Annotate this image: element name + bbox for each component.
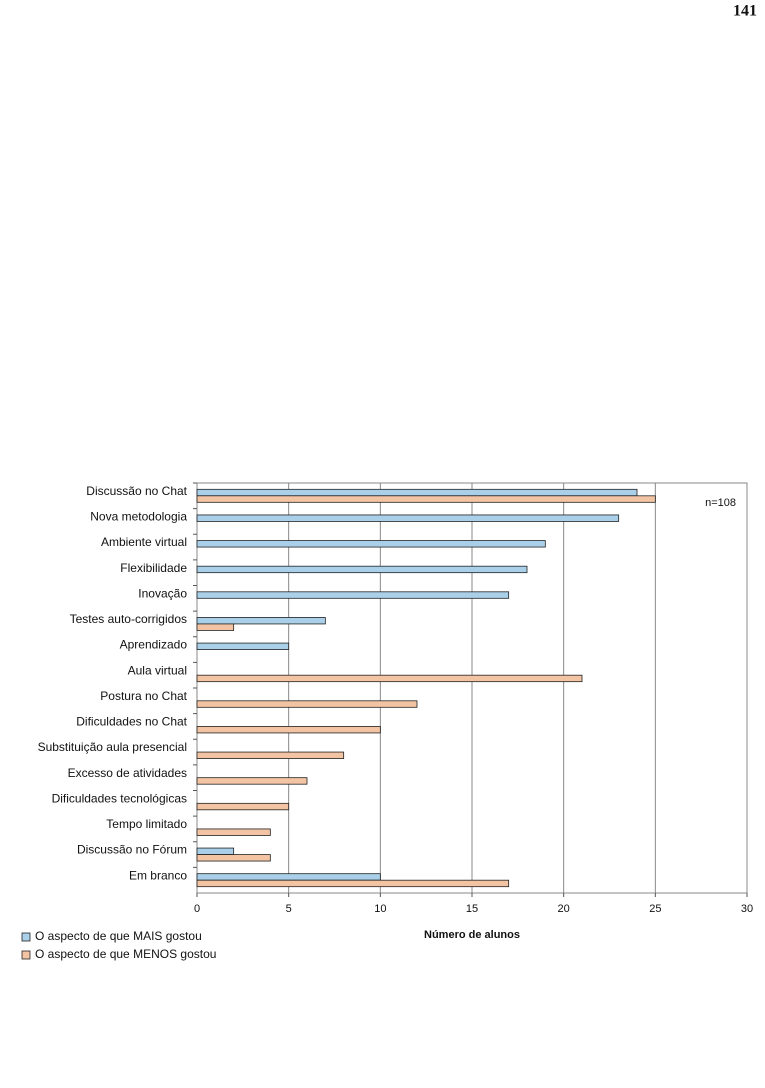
legend-swatch xyxy=(21,932,31,942)
bar xyxy=(196,726,381,734)
y-tick-label: Inovação xyxy=(138,586,187,600)
bar xyxy=(196,565,528,574)
bar xyxy=(196,847,235,855)
y-tick-label: Em branco xyxy=(129,868,187,882)
y-tick-label: Discussão no Fórum xyxy=(77,843,187,857)
legend-swatch xyxy=(21,950,31,960)
bar xyxy=(196,879,510,888)
y-tick-label: Aprendizado xyxy=(120,638,188,652)
bar xyxy=(196,777,308,785)
page-number: 141 xyxy=(733,3,757,20)
x-tick-label: 25 xyxy=(649,903,661,915)
bar xyxy=(196,495,656,503)
bar xyxy=(196,751,345,759)
y-tick-label: Discussão no Chat xyxy=(86,484,187,498)
y-tick-label: Tempo limitado xyxy=(106,817,187,831)
x-tick-label: 10 xyxy=(374,903,386,915)
x-tick-label: 30 xyxy=(741,903,753,915)
bar xyxy=(196,674,583,683)
x-tick-label: 5 xyxy=(286,903,292,915)
bar xyxy=(196,873,381,881)
y-tick-label: Flexibilidade xyxy=(120,561,187,575)
x-tick-label: 0 xyxy=(194,903,200,915)
legend-label: O aspecto de que MENOS gostou xyxy=(35,947,216,961)
bar xyxy=(196,700,418,708)
bar xyxy=(196,617,326,625)
y-tick-label: Substituição aula presencial xyxy=(38,740,187,754)
bar xyxy=(196,854,271,862)
y-tick-label: Aula virtual xyxy=(128,663,187,677)
x-tick-label: 15 xyxy=(466,903,478,915)
bar xyxy=(196,514,620,522)
bar xyxy=(196,828,271,836)
y-tick-label: Excesso de atividades xyxy=(68,766,187,780)
annotation: n=108 xyxy=(705,497,736,509)
y-tick-label: Postura no Chat xyxy=(100,689,187,703)
x-tick-label: 20 xyxy=(558,903,570,915)
y-tick-label: Testes auto-corrigidos xyxy=(70,612,187,626)
y-tick-label: Nova metodologia xyxy=(90,510,187,524)
bar xyxy=(196,591,510,599)
legend-label: O aspecto de que MAIS gostou xyxy=(35,929,202,943)
bar xyxy=(196,540,546,548)
bar xyxy=(196,488,638,497)
x-axis-label: Número de alunos xyxy=(424,929,520,941)
bar xyxy=(196,802,290,811)
bar xyxy=(196,623,235,631)
y-tick-label: Ambiente virtual xyxy=(101,535,187,549)
bar xyxy=(196,642,290,650)
y-tick-label: Dificuldades tecnológicas xyxy=(52,791,187,805)
y-tick-label: Dificuldades no Chat xyxy=(76,715,187,729)
